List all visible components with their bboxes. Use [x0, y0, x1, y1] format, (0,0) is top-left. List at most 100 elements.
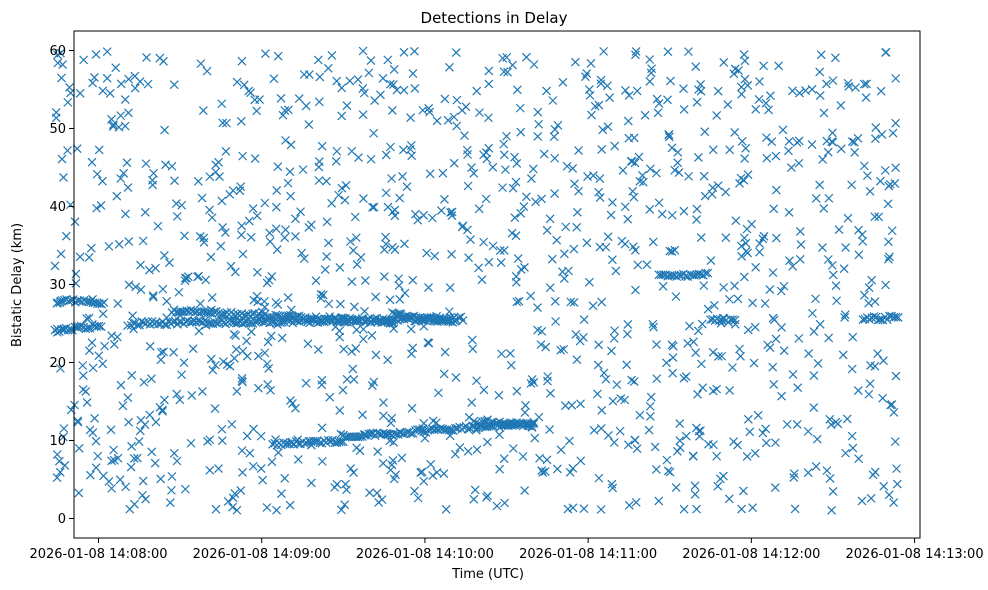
- data-point: [599, 368, 609, 378]
- data-point: [679, 104, 689, 114]
- data-point: [252, 106, 262, 116]
- data-point: [436, 206, 446, 215]
- data-point: [336, 505, 346, 515]
- data-point: [865, 186, 875, 196]
- data-point: [265, 228, 275, 238]
- data-point: [663, 47, 673, 57]
- data-point: [52, 473, 62, 483]
- data-point: [580, 72, 590, 82]
- data-point: [469, 168, 479, 178]
- data-point: [511, 272, 521, 281]
- data-point: [700, 127, 710, 137]
- data-point: [839, 264, 849, 274]
- data-point: [406, 349, 416, 359]
- data-point: [484, 143, 494, 153]
- data-point: [784, 136, 794, 146]
- data-point: [299, 70, 309, 79]
- data-point: [629, 192, 639, 202]
- data-point: [104, 476, 114, 486]
- data-point: [724, 494, 734, 504]
- data-point: [610, 141, 620, 151]
- data-point: [878, 393, 888, 403]
- data-point: [498, 53, 508, 63]
- data-point: [472, 445, 482, 455]
- y-tick-label: 50: [49, 122, 66, 137]
- data-point: [645, 401, 655, 411]
- data-point: [283, 105, 293, 115]
- data-point: [735, 178, 744, 188]
- data-point: [892, 479, 902, 489]
- data-point: [719, 57, 729, 67]
- data-point: [51, 113, 61, 123]
- data-point: [303, 339, 313, 349]
- data-point: [689, 337, 698, 347]
- data-point: [145, 410, 155, 420]
- data-point: [681, 431, 691, 441]
- data-point: [106, 425, 116, 435]
- data-point: [526, 291, 536, 301]
- data-point: [260, 302, 270, 312]
- data-point: [440, 194, 449, 204]
- data-point: [98, 359, 108, 369]
- data-point: [136, 260, 145, 270]
- data-point: [513, 254, 523, 263]
- data-point: [299, 254, 309, 263]
- data-point: [109, 445, 118, 455]
- data-point: [884, 252, 894, 262]
- data-point: [479, 150, 489, 160]
- data-point: [149, 168, 158, 178]
- data-point: [693, 389, 702, 399]
- x-axis-ticks: 2026-01-08 14:08:00 2026-01-08 14:09:00 20…: [29, 538, 984, 562]
- data-point: [750, 448, 760, 458]
- data-point: [113, 299, 123, 309]
- data-point: [172, 211, 182, 221]
- data-point: [86, 243, 96, 253]
- data-point: [119, 168, 129, 178]
- data-point: [520, 263, 529, 272]
- data-point: [818, 155, 828, 164]
- data-point: [574, 146, 583, 156]
- data-point: [216, 241, 226, 251]
- data-point: [201, 320, 211, 330]
- data-point: [394, 281, 404, 290]
- data-point: [821, 79, 831, 89]
- data-point: [410, 46, 419, 56]
- data-point: [696, 233, 706, 242]
- data-point: [271, 435, 281, 444]
- data-point: [789, 473, 799, 482]
- data-point: [477, 275, 487, 285]
- data-point: [348, 364, 358, 374]
- data-point: [217, 424, 227, 434]
- data-point: [743, 414, 753, 424]
- data-point: [231, 311, 240, 321]
- data-point: [129, 454, 139, 463]
- data-point: [369, 128, 379, 138]
- data-point: [342, 374, 352, 384]
- data-point: [440, 347, 450, 357]
- data-point: [463, 424, 473, 434]
- data-point: [622, 360, 632, 370]
- data-point: [631, 46, 641, 56]
- data-point: [100, 341, 110, 351]
- data-point: [769, 204, 779, 214]
- data-point: [717, 351, 727, 361]
- data-point: [272, 245, 282, 254]
- data-point: [92, 203, 101, 213]
- data-point: [75, 252, 85, 262]
- data-point: [376, 90, 385, 100]
- data-point: [739, 272, 749, 282]
- data-point: [789, 469, 799, 479]
- data-point: [510, 213, 520, 223]
- data-point: [455, 442, 465, 452]
- data-point: [419, 418, 429, 428]
- data-point: [160, 125, 170, 135]
- data-point: [887, 400, 897, 409]
- data-point: [61, 231, 71, 241]
- data-point: [372, 488, 382, 498]
- data-point: [847, 180, 857, 190]
- data-point: [430, 251, 440, 261]
- data-point: [609, 438, 619, 447]
- data-point: [889, 408, 899, 417]
- data-point: [548, 96, 558, 105]
